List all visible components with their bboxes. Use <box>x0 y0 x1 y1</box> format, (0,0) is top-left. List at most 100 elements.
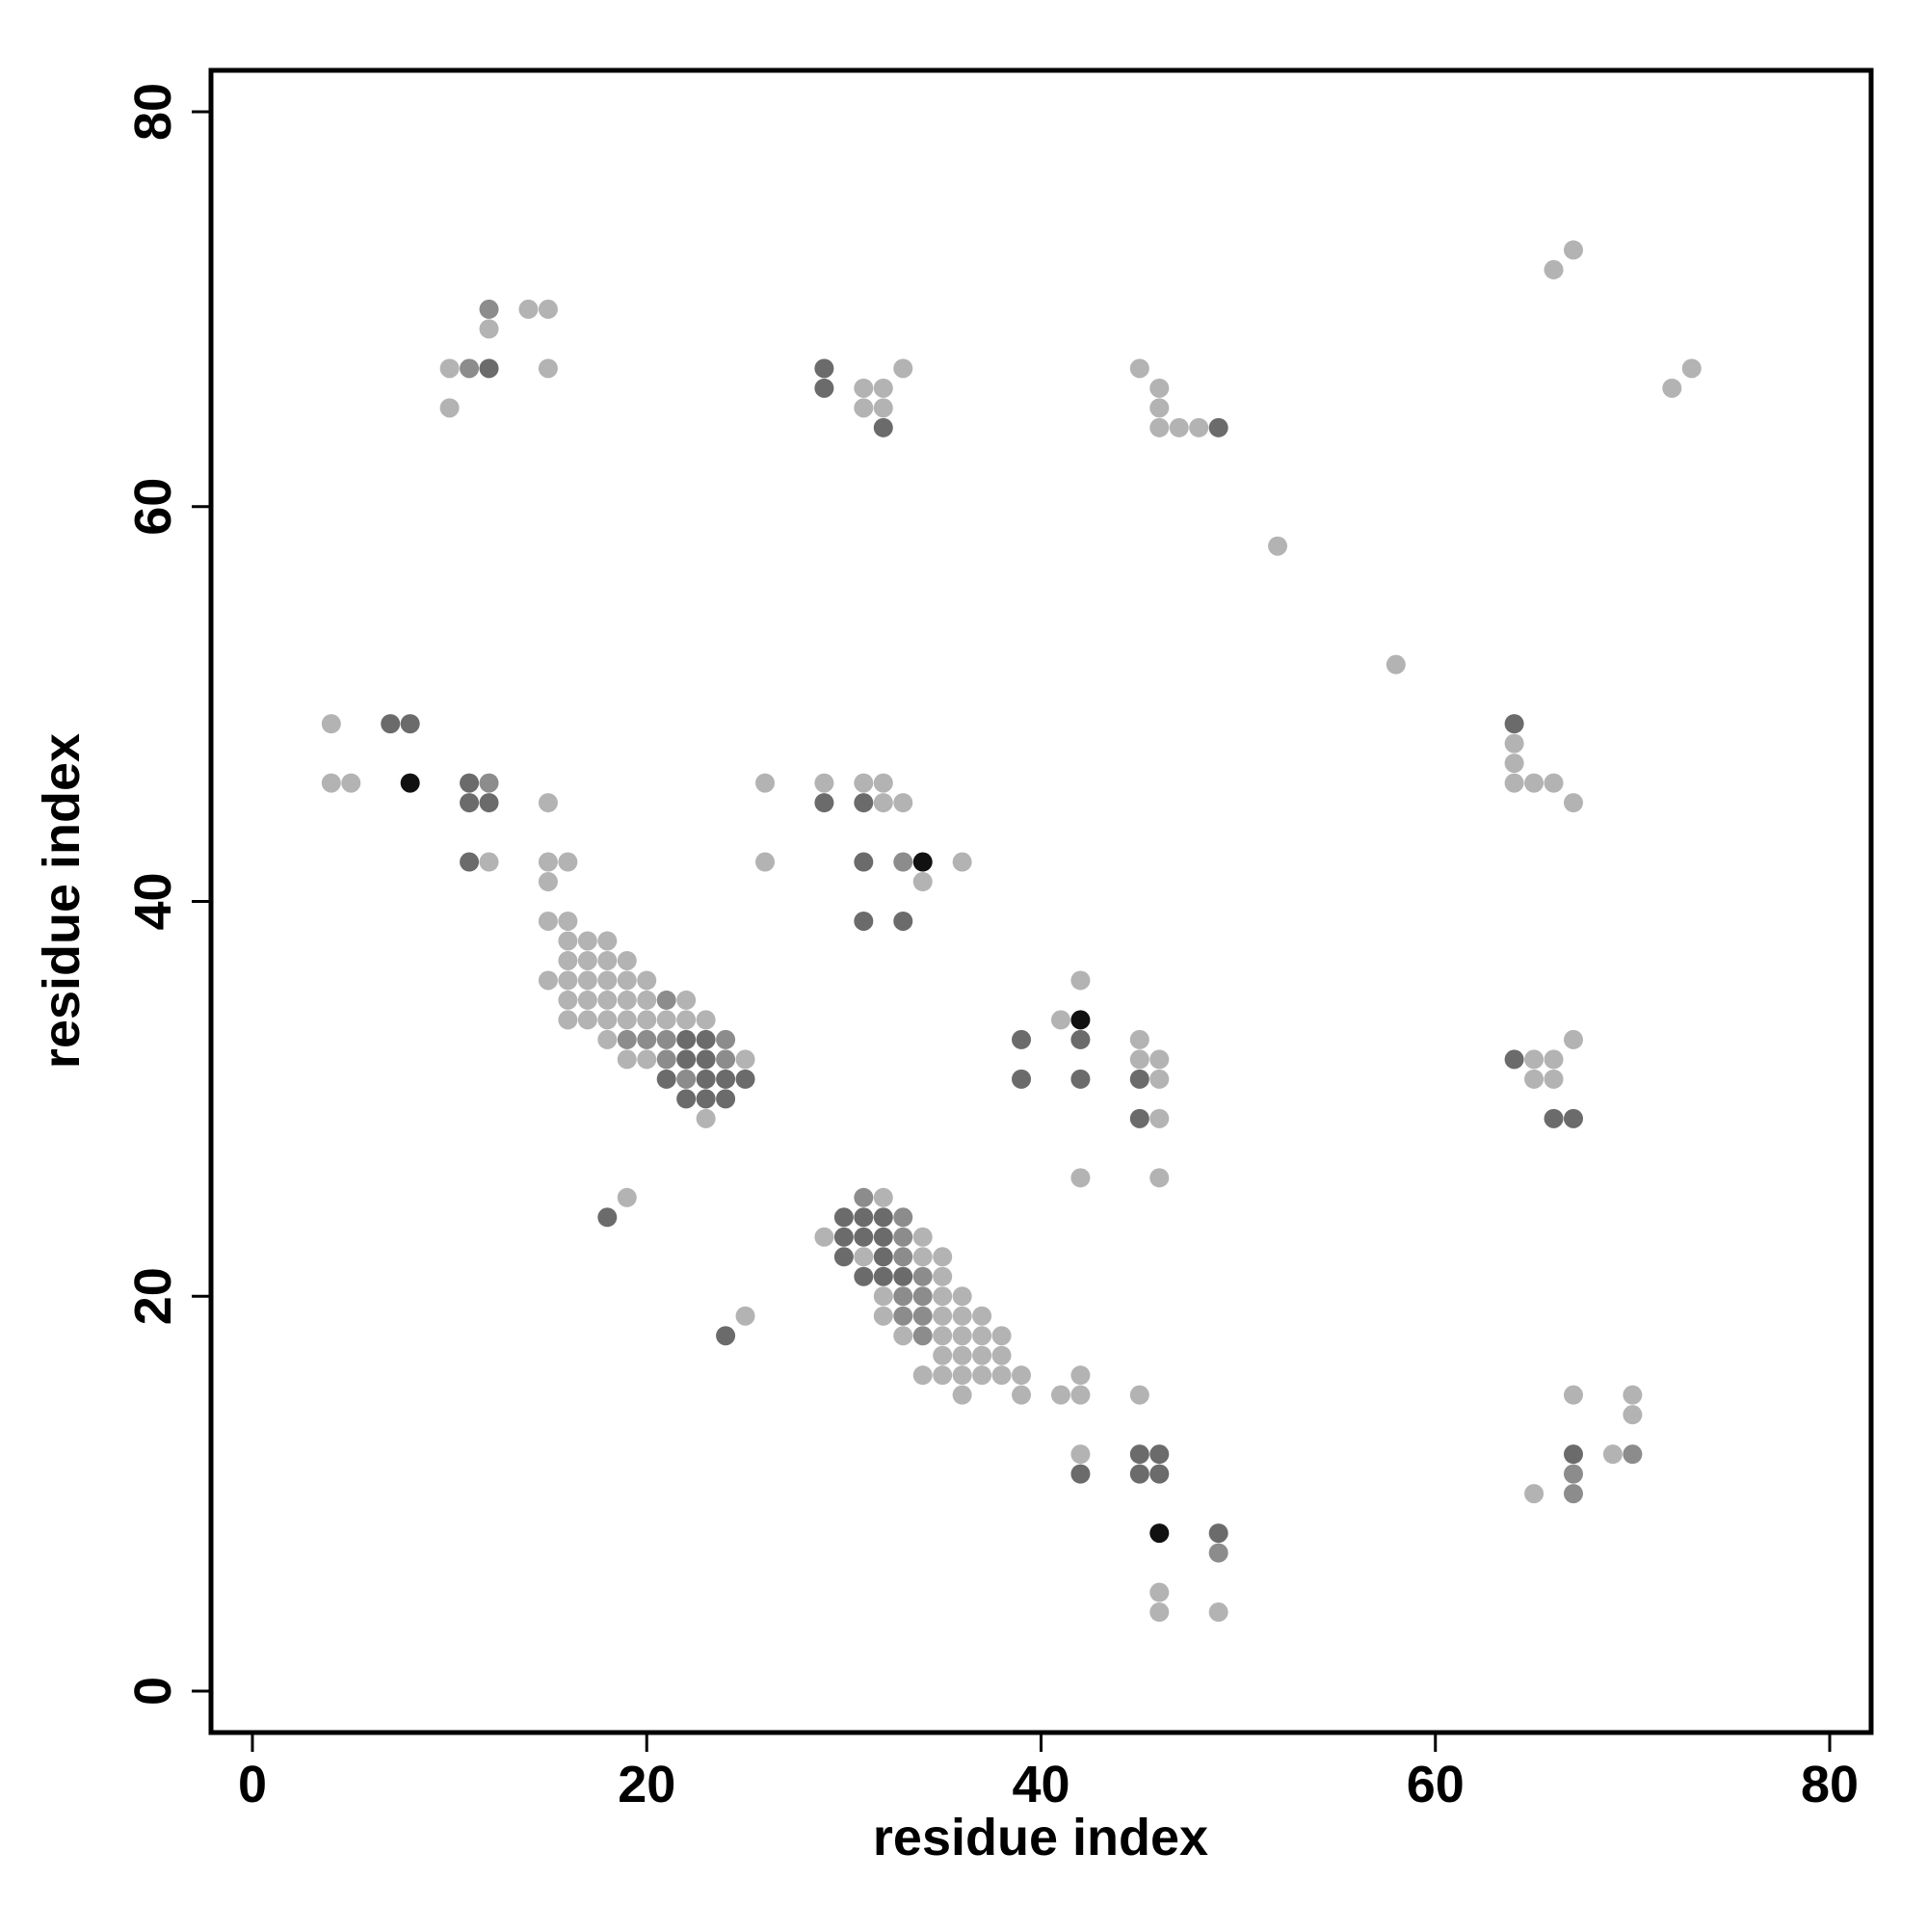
contact-point <box>1012 1365 1032 1386</box>
contact-point <box>1544 1108 1564 1128</box>
contact-point <box>873 1227 893 1247</box>
contact-point <box>716 1089 736 1109</box>
contact-point <box>1564 1385 1584 1405</box>
contact-point <box>893 1306 913 1326</box>
contact-point <box>873 398 893 418</box>
contact-point <box>1504 754 1524 774</box>
contact-point <box>538 299 558 319</box>
contact-point <box>716 1069 736 1089</box>
contact-point <box>400 773 420 793</box>
contact-point <box>597 1207 618 1228</box>
contact-point <box>518 299 539 319</box>
contact-point <box>696 1029 716 1049</box>
contact-point <box>1524 1069 1544 1089</box>
contact-point <box>1504 773 1524 793</box>
contact-point <box>893 793 913 813</box>
contact-point <box>538 911 558 931</box>
contact-point <box>656 1010 676 1030</box>
contact-point <box>1208 1523 1228 1544</box>
contact-point <box>952 1385 972 1405</box>
contact-point <box>912 1286 933 1307</box>
contact-point <box>814 378 834 398</box>
contact-point <box>873 1207 893 1228</box>
contact-point <box>833 1227 854 1247</box>
contact-point <box>558 950 578 970</box>
contact-point <box>617 1010 637 1030</box>
contact-point <box>1070 1365 1091 1386</box>
contact-point <box>321 773 341 793</box>
contact-point <box>814 1227 834 1247</box>
contact-point <box>1524 1484 1544 1504</box>
contact-point <box>1268 536 1288 556</box>
contact-point <box>1564 1029 1584 1049</box>
contact-point <box>341 773 361 793</box>
contact-point <box>1564 1464 1584 1484</box>
x-tick-label: 40 <box>1012 1756 1069 1813</box>
contact-point <box>1129 1385 1149 1405</box>
contact-point <box>854 1247 874 1267</box>
contact-point <box>479 319 499 339</box>
contact-point <box>1012 1385 1032 1405</box>
contact-point <box>676 1029 697 1049</box>
contact-point <box>676 1089 697 1109</box>
contact-point <box>1208 417 1228 437</box>
contact-point <box>577 970 597 991</box>
contact-point <box>696 1049 716 1070</box>
contact-point <box>1149 1168 1170 1188</box>
contact-point <box>893 1247 913 1267</box>
y-tick-label: 20 <box>124 1267 182 1325</box>
contact-point <box>755 852 776 872</box>
contact-point <box>893 1227 913 1247</box>
contact-point <box>1386 654 1406 675</box>
x-tick-label: 20 <box>618 1756 675 1813</box>
contact-point <box>1050 1385 1070 1405</box>
contact-point <box>1189 417 1209 437</box>
y-tick-label: 40 <box>124 872 182 930</box>
contact-point <box>1149 398 1170 418</box>
y-tick-label: 60 <box>124 478 182 536</box>
contact-point <box>1129 1049 1149 1070</box>
contact-point <box>1149 1108 1170 1128</box>
contact-point <box>873 793 893 813</box>
contact-point <box>676 990 697 1010</box>
contact-point <box>577 931 597 951</box>
contact-point <box>1662 378 1682 398</box>
contact-point <box>637 1049 657 1070</box>
contact-point <box>952 1345 972 1365</box>
contact-point <box>558 852 578 872</box>
contact-point <box>893 1326 913 1346</box>
contact-point <box>439 398 460 418</box>
contact-point <box>952 1286 972 1307</box>
contact-point <box>617 1187 637 1207</box>
contact-point <box>1504 733 1524 754</box>
contact-point <box>972 1365 992 1386</box>
x-tick-label: 80 <box>1801 1756 1859 1813</box>
contact-point <box>912 1306 933 1326</box>
contact-point <box>1129 1464 1149 1484</box>
contact-point <box>1070 1029 1091 1049</box>
contact-point <box>696 1108 716 1128</box>
contact-point <box>1050 1010 1070 1030</box>
contact-point <box>933 1247 953 1267</box>
plot-frame <box>208 67 1874 1735</box>
contact-point <box>637 970 657 991</box>
contact-point <box>577 990 597 1010</box>
contact-point <box>854 1266 874 1286</box>
contact-point <box>460 358 480 379</box>
contact-point <box>893 1266 913 1286</box>
contact-point <box>854 793 874 813</box>
contact-point <box>933 1365 953 1386</box>
y-tick-label: 80 <box>124 83 182 141</box>
contact-point <box>1602 1444 1623 1465</box>
contact-point <box>676 1049 697 1070</box>
contact-point <box>991 1345 1012 1365</box>
contact-point <box>735 1069 755 1089</box>
contact-point <box>617 990 637 1010</box>
contact-point <box>656 990 676 1010</box>
contact-point <box>637 1010 657 1030</box>
contact-point <box>597 931 618 951</box>
contact-point <box>1149 1049 1170 1070</box>
contact-point <box>479 852 499 872</box>
contact-point <box>873 1266 893 1286</box>
